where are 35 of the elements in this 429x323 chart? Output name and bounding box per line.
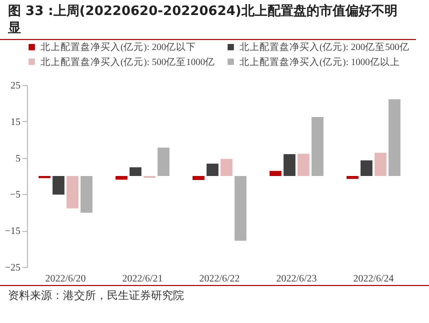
bar [374, 152, 386, 176]
legend-label: 北上配置盘净买入(亿元): 1000亿以上 [240, 56, 400, 68]
bar [116, 176, 128, 180]
bar [52, 176, 64, 195]
bar [388, 99, 400, 176]
bar [192, 176, 204, 180]
x-tick-label: 2022/6/24 [353, 274, 394, 284]
chart-title: 图 33 :上周(20220620-20220624)北上配置盘的市值偏好不明显 [0, 0, 416, 40]
legend-label: 北上配置盘净买入(亿元): 200亿至500亿 [240, 41, 410, 54]
bar [270, 170, 282, 176]
y-tick-label: 5 [16, 153, 20, 164]
text: 资料来源：港交所，民生证券研究院 [0, 285, 429, 305]
bar [220, 158, 232, 176]
bar [312, 117, 324, 176]
bar [66, 176, 78, 208]
bar [346, 176, 358, 179]
x-tick-label: 2022/6/20 [45, 274, 86, 284]
y-tick-label: 25 [10, 80, 20, 92]
bar [284, 154, 296, 176]
x-tick-label: 2022/6/23 [276, 274, 317, 284]
x-tick-label: 2022/6/21 [122, 274, 163, 284]
bar [206, 164, 218, 176]
x-tick-label: 2022/6/22 [199, 274, 240, 284]
y-tick-label: −25 [4, 262, 20, 274]
bar [130, 167, 142, 176]
legend-label: 北上配置盘净买入(亿元): 500亿至1000亿 [40, 56, 216, 68]
bar [298, 154, 310, 176]
bar [158, 148, 170, 176]
y-tick-label: −5 [10, 190, 20, 201]
bar [80, 176, 92, 213]
bar [360, 160, 372, 176]
y-tick-label: 15 [10, 116, 20, 128]
legend-label: 北上配置盘净买入(亿元): 200亿以下 [40, 41, 196, 54]
y-tick-label: −15 [4, 226, 20, 238]
bar [234, 176, 246, 241]
